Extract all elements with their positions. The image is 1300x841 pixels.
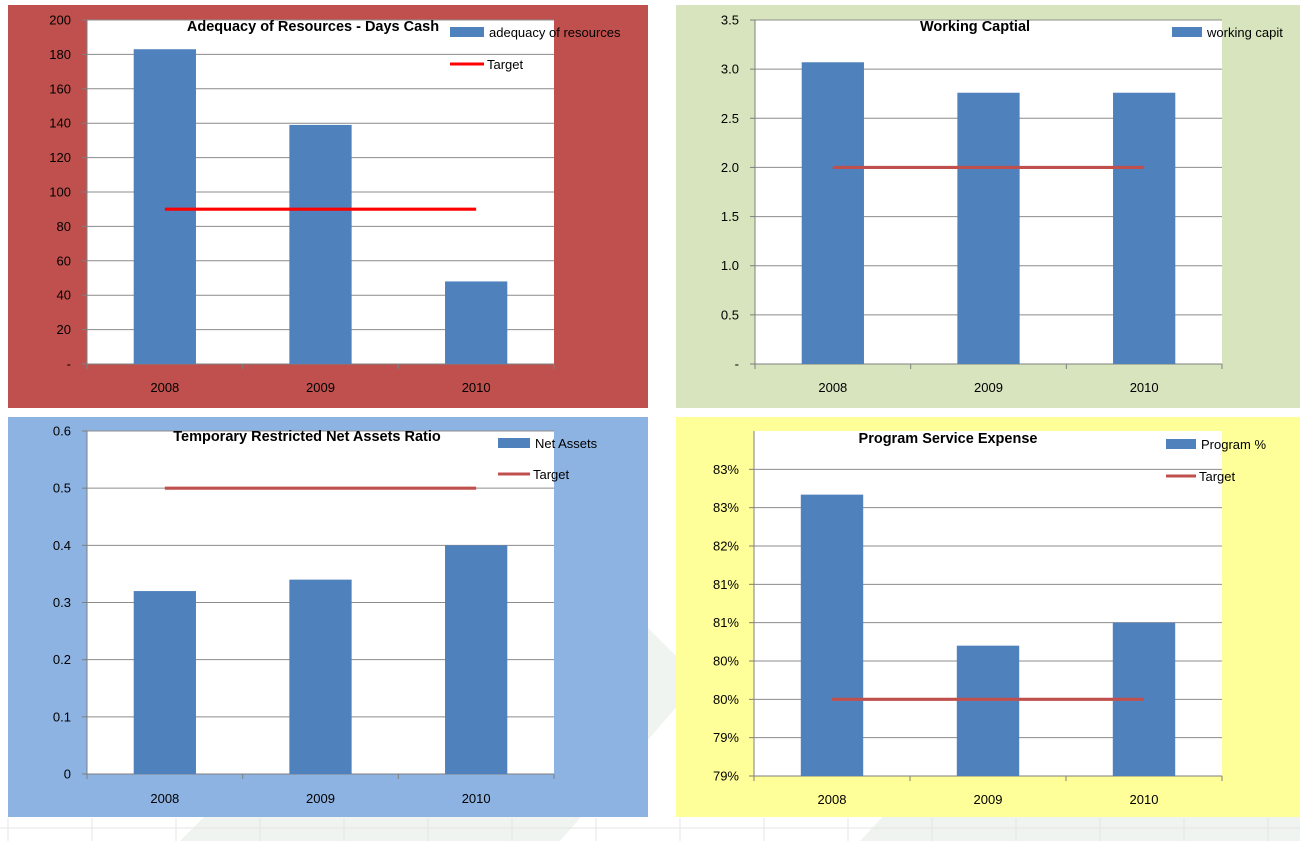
chart-adequacy: - 20 40 60 80 100 120 140 160 180 200 2008 2009 2010 A… xyxy=(49,13,621,396)
y-tick-label: - xyxy=(735,357,739,372)
bar-2008 xyxy=(133,49,196,365)
chart-temp-restricted: 0 0.1 0.2 0.3 0.4 0.5 0.6 2008 2009 2010 Temporary… xyxy=(53,424,598,807)
chart-program-expense: 79% 79% 80% 80% 81% 81% 82% 83% 83% 2008 2009 2010 P… xyxy=(713,431,1266,807)
legend-bar-swatch xyxy=(1166,439,1196,449)
y-tick-label: 81% xyxy=(713,577,739,592)
legend-label: adequacy of resources xyxy=(489,25,621,40)
bar-2009 xyxy=(289,579,352,774)
chart-temp-restricted-panel[interactable]: 0 0.1 0.2 0.3 0.4 0.5 0.6 2008 2009 2010 Temporary… xyxy=(8,417,648,817)
chart-title: Adequacy of Resources - Days Cash xyxy=(187,19,439,35)
y-tick-label: 81% xyxy=(713,615,739,630)
y-tick-label: 0.3 xyxy=(53,595,71,610)
legend-label: Program % xyxy=(1201,437,1266,452)
legend-label: Target xyxy=(487,57,524,72)
x-tick-label: 2008 xyxy=(150,380,179,395)
bar-2008 xyxy=(800,494,864,776)
y-tick-label: 0.4 xyxy=(53,538,71,553)
x-tick-label: 2009 xyxy=(974,380,1003,395)
y-tick-label: 1.0 xyxy=(721,258,739,273)
x-tick-label: 2010 xyxy=(1130,792,1159,807)
y-tick-label: 1.5 xyxy=(721,209,739,224)
y-tick-label: 200 xyxy=(49,13,71,28)
y-tick-label: 3.0 xyxy=(721,62,739,77)
bar-2010 xyxy=(1113,92,1176,364)
chart-working-capital-panel[interactable]: - 0.5 1.0 1.5 2.0 2.5 3.0 3.5 2008 2009 2010 Workin… xyxy=(676,5,1300,408)
x-tick-label: 2008 xyxy=(818,792,847,807)
x-tick-label: 2009 xyxy=(306,380,335,395)
y-tick-label: 3.5 xyxy=(721,13,739,28)
bar-2009 xyxy=(957,92,1020,364)
y-tick-label: 82% xyxy=(713,539,739,554)
y-tick-label: 80% xyxy=(713,692,739,707)
y-tick-label: 2.0 xyxy=(721,160,739,175)
y-tick-label: 80% xyxy=(713,654,739,669)
y-tick-label: 80 xyxy=(57,219,71,234)
legend-label: working capit xyxy=(1206,25,1283,40)
chart-program-expense-panel[interactable]: 79% 79% 80% 80% 81% 81% 82% 83% 83% 2008 2009 2010 P… xyxy=(676,417,1300,817)
y-tick-label: 0.1 xyxy=(53,709,71,724)
y-tick-label: 0.5 xyxy=(721,307,739,322)
y-tick-label: 0 xyxy=(64,767,71,782)
bar-2008 xyxy=(133,591,196,774)
bar-2009 xyxy=(289,124,352,364)
y-tick-label: 79% xyxy=(713,730,739,745)
y-tick-label: 60 xyxy=(57,253,71,268)
x-tick-label: 2010 xyxy=(462,791,491,806)
y-tick-label: 20 xyxy=(57,322,71,337)
x-tick-label: 2008 xyxy=(818,380,847,395)
y-tick-label: 100 xyxy=(49,185,71,200)
legend-bar-swatch xyxy=(450,27,484,37)
bar-2008 xyxy=(801,62,864,365)
legend-label: Target xyxy=(533,467,570,482)
bar-2010 xyxy=(445,545,508,774)
legend-bar-swatch xyxy=(1172,27,1202,37)
y-tick-label: 0.6 xyxy=(53,424,71,439)
legend-bar-swatch xyxy=(498,438,530,448)
x-tick-label: 2010 xyxy=(462,380,491,395)
x-tick-label: 2009 xyxy=(974,792,1003,807)
chart-title: Temporary Restricted Net Assets Ratio xyxy=(173,429,441,445)
chart-adequacy-panel[interactable]: - 20 40 60 80 100 120 140 160 180 200 2008 2009 2010 A… xyxy=(8,5,648,408)
y-tick-label: 2.5 xyxy=(721,111,739,126)
y-tick-label: 140 xyxy=(49,116,71,131)
y-tick-label: - xyxy=(67,357,71,372)
x-tick-label: 2009 xyxy=(306,791,335,806)
y-tick-label: 40 xyxy=(57,288,71,303)
chart-title: Working Captial xyxy=(920,19,1030,35)
bar-2009 xyxy=(956,645,1020,776)
chart-working-capital: - 0.5 1.0 1.5 2.0 2.5 3.0 3.5 2008 2009 2010 Workin… xyxy=(721,13,1283,396)
legend-label: Target xyxy=(1199,469,1236,484)
bar-2010 xyxy=(445,281,508,364)
y-tick-label: 0.5 xyxy=(53,481,71,496)
legend-label: Net Assets xyxy=(535,436,598,451)
y-tick-label: 160 xyxy=(49,81,71,96)
y-tick-label: 83% xyxy=(713,462,739,477)
y-tick-label: 0.2 xyxy=(53,652,71,667)
y-tick-label: 180 xyxy=(49,47,71,62)
y-tick-label: 120 xyxy=(49,150,71,165)
x-tick-label: 2008 xyxy=(150,791,179,806)
chart-title: Program Service Expense xyxy=(859,431,1038,447)
y-tick-label: 83% xyxy=(713,500,739,515)
x-tick-label: 2010 xyxy=(1130,380,1159,395)
y-tick-label: 79% xyxy=(713,769,739,784)
